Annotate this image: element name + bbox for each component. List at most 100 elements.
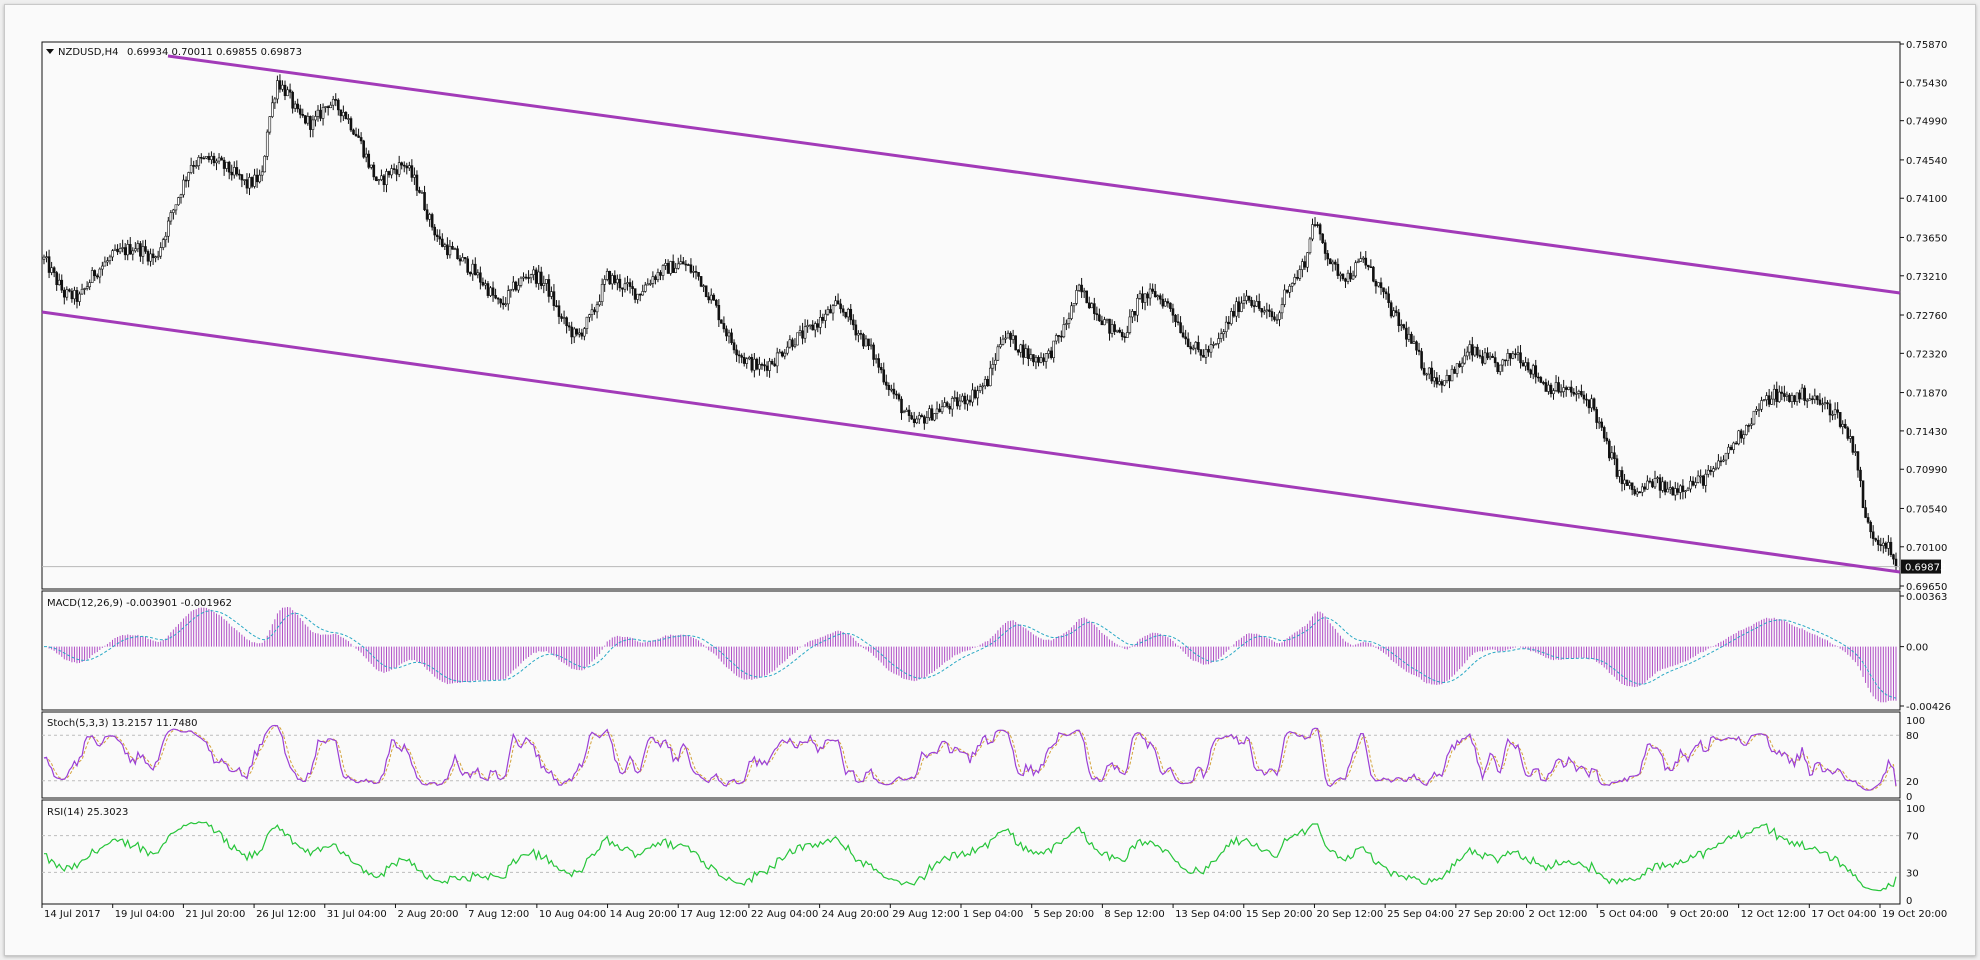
candle-body [151, 253, 155, 259]
candle-body [1488, 355, 1492, 359]
candle-body [869, 344, 873, 347]
candle-body [1204, 349, 1208, 358]
candle-body [73, 290, 76, 300]
candle-body [1265, 309, 1269, 312]
candle-body [1580, 391, 1583, 396]
candle-body [314, 116, 317, 121]
candle-body [202, 157, 206, 160]
candle-body [1199, 349, 1203, 356]
candle-body [1115, 329, 1119, 332]
candle-body [134, 248, 137, 252]
candle-body [831, 305, 835, 314]
candle-body [1435, 377, 1439, 385]
candle-body [603, 279, 606, 285]
candle-body [1113, 324, 1116, 332]
candle-body [605, 271, 609, 280]
candle-body [1427, 367, 1431, 375]
rsi-tick-label: 100 [1906, 804, 1925, 815]
candle-body [1359, 258, 1362, 262]
candle-body [628, 282, 632, 287]
candle-body [836, 300, 840, 305]
candle-body [1760, 400, 1763, 410]
candle-body [207, 156, 211, 160]
time-tick-label: 14 Jul 2017 [44, 909, 101, 920]
candle-body [65, 289, 69, 298]
candle-body [717, 305, 721, 321]
candle-body [1290, 283, 1294, 287]
upper-channel-line[interactable] [167, 54, 1901, 295]
candle-body [506, 290, 510, 305]
candle-body [527, 277, 530, 279]
candle-body [324, 106, 327, 108]
candle-body [1813, 395, 1817, 400]
candle-body [1321, 233, 1324, 244]
svg-text:0.69873: 0.69873 [1905, 563, 1946, 574]
time-tick-label: 2 Aug 20:00 [397, 909, 458, 920]
candle-body [50, 267, 53, 273]
candle-body [1493, 357, 1497, 364]
candle-body [144, 246, 147, 252]
candle-body [588, 314, 591, 318]
rsi-tick-label: 30 [1906, 868, 1919, 879]
candle-body [1326, 253, 1330, 260]
candle-body [1810, 398, 1814, 401]
candle-body [418, 190, 421, 193]
candle-body [697, 272, 700, 277]
lower-channel-line[interactable] [41, 310, 1901, 574]
candle-body [1308, 238, 1312, 254]
candle-body [1212, 344, 1215, 346]
candle-body [704, 285, 708, 297]
candle-body [1509, 353, 1512, 359]
candle-body [425, 209, 429, 220]
candle-body [235, 167, 239, 175]
collapse-arrow-icon[interactable] [46, 49, 54, 54]
candle-body [1316, 224, 1319, 226]
candle-body [1034, 357, 1038, 363]
candle-body [590, 309, 594, 315]
candle-body [1704, 473, 1708, 486]
candle-body [334, 99, 338, 101]
candle-body [1323, 242, 1327, 254]
candle-body [631, 286, 634, 289]
candle-body [537, 271, 541, 284]
candle-body [715, 299, 718, 306]
time-tick-label: 14 Aug 20:00 [610, 909, 677, 920]
candle-body [1186, 338, 1190, 347]
time-axis: 14 Jul 2017 19 Jul 04:00 21 Jul 20:00 26 Ju… [41, 904, 1947, 920]
candle-body [1136, 297, 1139, 316]
candle-body [928, 408, 931, 419]
candle-body [608, 271, 612, 285]
candle-body [1214, 343, 1218, 345]
candle-body [253, 174, 256, 187]
candle-body [1430, 367, 1434, 382]
time-tick-label: 19 Oct 20:00 [1882, 909, 1947, 920]
candle-body [1717, 460, 1720, 469]
candle-body [1448, 375, 1451, 382]
candle-body [661, 265, 665, 276]
candle-body [55, 272, 58, 286]
candle-body [263, 156, 267, 173]
candle-body [1009, 332, 1012, 340]
candle-body [1432, 377, 1436, 382]
candle-body [1770, 398, 1773, 405]
time-tick-label: 31 Jul 04:00 [327, 909, 387, 920]
candle-body [834, 300, 837, 306]
candle-body [1346, 272, 1350, 282]
time-tick-label: 22 Aug 04:00 [751, 909, 818, 920]
candle-body [1283, 289, 1286, 305]
time-tick-label: 5 Oct 04:00 [1599, 909, 1658, 920]
candle-body [466, 258, 469, 273]
candle-body [1476, 346, 1479, 356]
candle-body [1739, 430, 1743, 439]
candle-body [1691, 480, 1695, 486]
price-tick-label: 0.74100 [1906, 194, 1947, 205]
candle-body [227, 161, 231, 173]
candle-body [1339, 273, 1342, 276]
candle-body [420, 192, 424, 194]
candle-body [940, 406, 944, 413]
candle-body [126, 244, 130, 256]
candle-body [542, 283, 546, 286]
candle-body [819, 316, 822, 328]
price-tick-label: 0.70540 [1906, 504, 1947, 515]
candle-body [1648, 480, 1652, 483]
